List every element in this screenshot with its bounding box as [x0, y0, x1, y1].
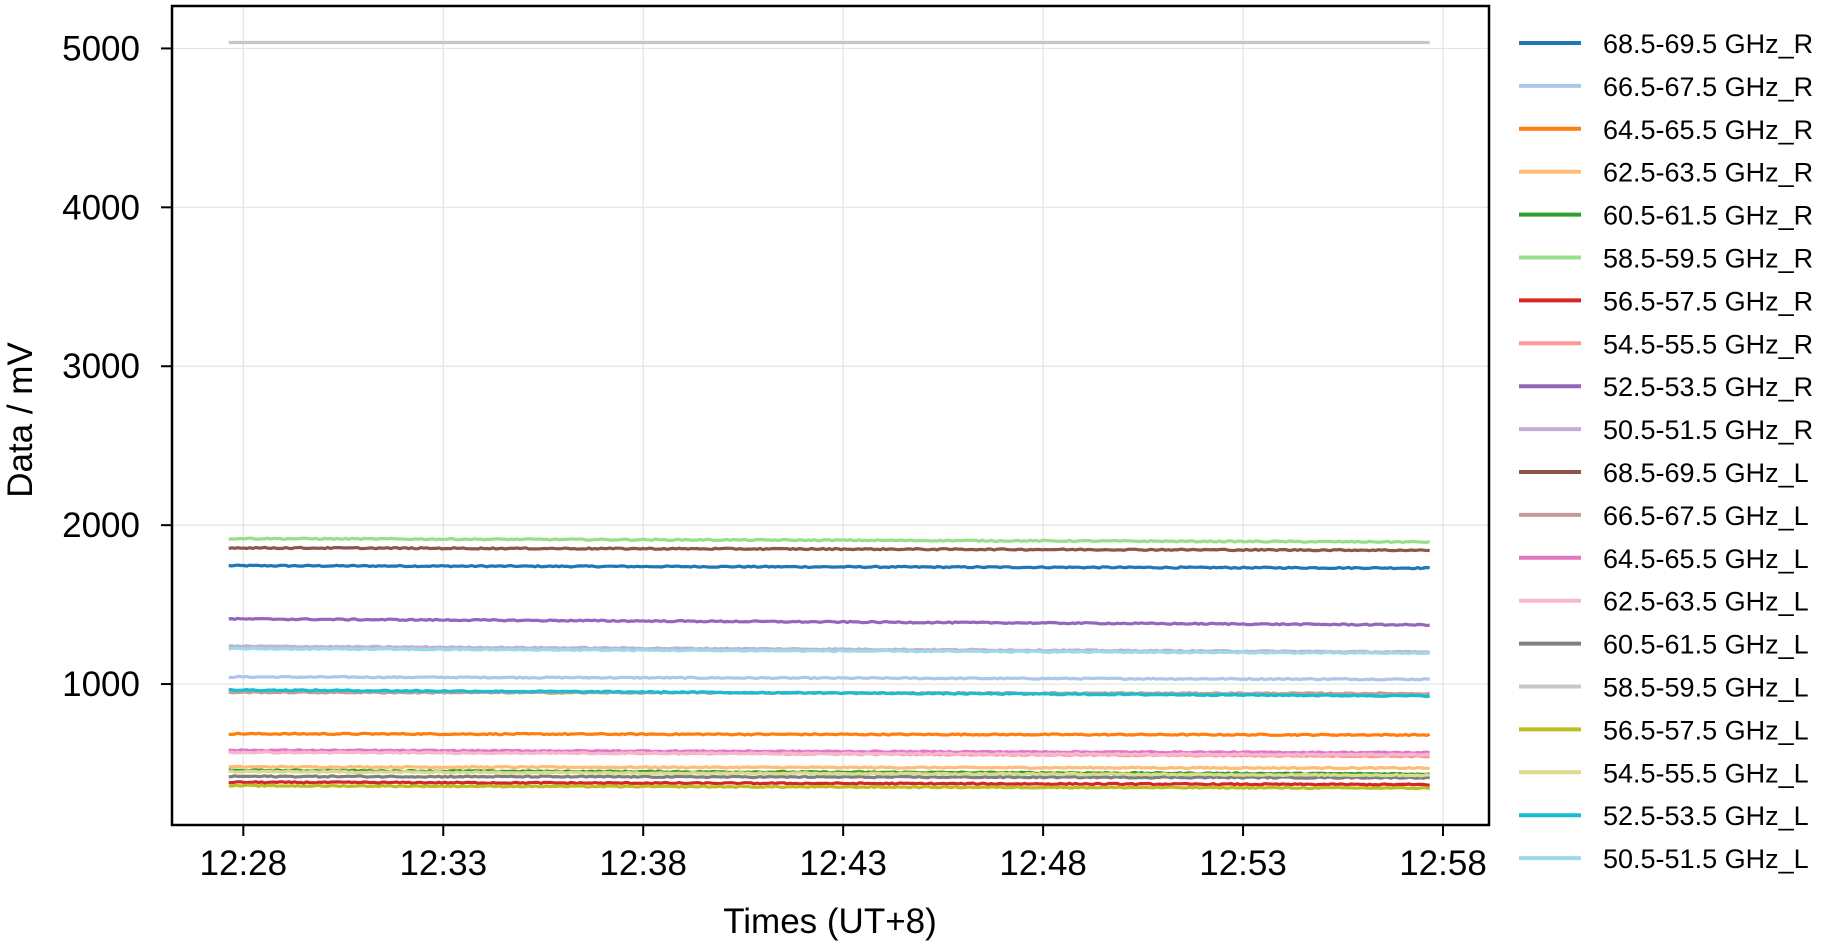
x-tick-label: 12:58 [1399, 844, 1487, 883]
y-tick-label: 3000 [62, 347, 140, 386]
legend-item: 68.5-69.5 GHz_L [1519, 458, 1809, 488]
legend: 68.5-69.5 GHz_R 66.5-67.5 GHz_R 64.5-65.5 … [1519, 29, 1813, 874]
series-line-14 [228, 774, 1431, 780]
series-line-10 [228, 545, 1430, 553]
legend-label: 66.5-67.5 GHz_L [1603, 501, 1809, 531]
legend-label: 50.5-51.5 GHz_R [1603, 415, 1813, 445]
legend-item: 64.5-65.5 GHz_R [1519, 115, 1813, 145]
series-line-13 [228, 750, 1431, 757]
series-line-0 [228, 563, 1430, 571]
x-tick-label: 12:48 [999, 844, 1087, 883]
legend-item: 52.5-53.5 GHz_L [1519, 801, 1809, 831]
legend-label: 52.5-53.5 GHz_R [1603, 372, 1813, 402]
legend-item: 60.5-61.5 GHz_R [1519, 201, 1813, 231]
legend-label: 66.5-67.5 GHz_R [1603, 72, 1813, 102]
legend-item: 58.5-59.5 GHz_L [1519, 673, 1809, 703]
x-tick-label: 12:38 [599, 844, 687, 883]
series-line-19 [228, 646, 1431, 656]
legend-label: 56.5-57.5 GHz_R [1603, 286, 1813, 316]
series-line-5 [228, 536, 1431, 545]
legend-label: 58.5-59.5 GHz_L [1603, 673, 1809, 703]
legend-item: 62.5-63.5 GHz_L [1519, 587, 1809, 617]
legend-label: 56.5-57.5 GHz_L [1603, 715, 1809, 745]
legend-label: 64.5-65.5 GHz_L [1603, 544, 1809, 574]
plot-frame [170, 4, 1491, 827]
x-tick-label: 12:53 [1199, 844, 1287, 883]
series-line-3 [228, 764, 1430, 771]
legend-item: 54.5-55.5 GHz_L [1519, 758, 1809, 788]
series-line-1 [228, 674, 1431, 682]
grid [172, 6, 1489, 825]
legend-item: 52.5-53.5 GHz_R [1519, 372, 1813, 402]
legend-item: 54.5-55.5 GHz_R [1519, 329, 1813, 359]
legend-item: 60.5-61.5 GHz_L [1519, 630, 1809, 660]
x-tick-label: 12:28 [200, 844, 288, 883]
legend-item: 56.5-57.5 GHz_R [1519, 286, 1813, 316]
x-axis-label: Times (UT+8) [723, 902, 937, 941]
y-tick-label: 2000 [62, 506, 140, 545]
x-tick-label: 12:43 [799, 844, 887, 883]
series-line-12 [228, 748, 1430, 755]
series-line-17 [228, 769, 1430, 778]
series-line-18 [228, 687, 1431, 699]
x-tick-label: 12:33 [399, 844, 487, 883]
legend-label: 68.5-69.5 GHz_L [1603, 458, 1809, 488]
legend-label: 68.5-69.5 GHz_R [1603, 29, 1813, 59]
legend-item: 66.5-67.5 GHz_L [1519, 501, 1809, 531]
legend-item: 62.5-63.5 GHz_R [1519, 158, 1813, 188]
legend-label: 62.5-63.5 GHz_R [1603, 158, 1813, 188]
legend-label: 60.5-61.5 GHz_L [1603, 630, 1809, 660]
y-tick-label: 5000 [62, 29, 140, 68]
legend-label: 52.5-53.5 GHz_L [1603, 801, 1809, 831]
series-line-2 [228, 731, 1431, 738]
legend-item: 68.5-69.5 GHz_R [1519, 29, 1813, 59]
legend-label: 58.5-59.5 GHz_R [1603, 244, 1813, 274]
legend-label: 54.5-55.5 GHz_L [1603, 758, 1809, 788]
series-line-8 [228, 616, 1430, 628]
series-lines [228, 40, 1431, 791]
legend-item: 50.5-51.5 GHz_L [1519, 844, 1809, 874]
y-tick-label: 1000 [62, 665, 140, 704]
axis-ticks: 12:28 12:33 12:38 12:43 12:48 12:53 12:58 1000 2… [62, 29, 1487, 883]
legend-item: 50.5-51.5 GHz_R [1519, 415, 1813, 445]
series-line-6 [228, 780, 1430, 787]
y-axis-label: Data / mV [1, 342, 40, 498]
legend-item: 56.5-57.5 GHz_L [1519, 715, 1809, 745]
legend-label: 64.5-65.5 GHz_R [1603, 115, 1813, 145]
legend-item: 58.5-59.5 GHz_R [1519, 244, 1813, 274]
legend-label: 60.5-61.5 GHz_R [1603, 201, 1813, 231]
y-tick-label: 4000 [62, 188, 140, 227]
legend-item: 66.5-67.5 GHz_R [1519, 72, 1813, 102]
legend-label: 54.5-55.5 GHz_R [1603, 329, 1813, 359]
legend-item: 64.5-65.5 GHz_L [1519, 544, 1809, 574]
legend-label: 50.5-51.5 GHz_L [1603, 844, 1809, 874]
legend-label: 62.5-63.5 GHz_L [1603, 587, 1809, 617]
series-line-16 [228, 783, 1431, 791]
